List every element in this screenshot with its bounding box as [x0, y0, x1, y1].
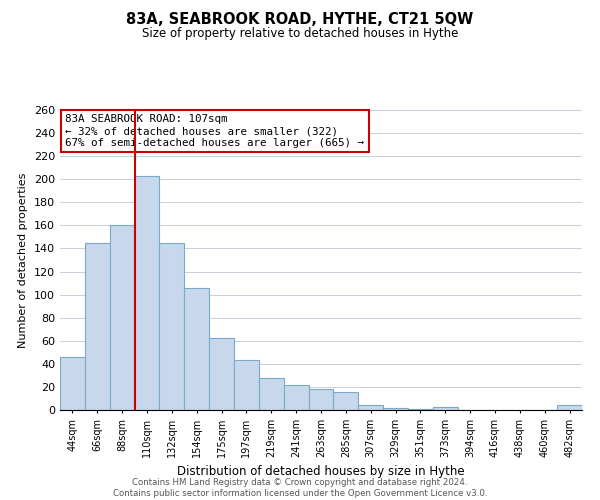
- Bar: [259, 378, 284, 410]
- Bar: [160, 242, 184, 410]
- Text: Contains HM Land Registry data © Crown copyright and database right 2024.
Contai: Contains HM Land Registry data © Crown c…: [113, 478, 487, 498]
- Bar: [209, 338, 234, 410]
- Bar: [408, 409, 433, 410]
- Bar: [85, 242, 110, 410]
- Text: 83A, SEABROOK ROAD, HYTHE, CT21 5QW: 83A, SEABROOK ROAD, HYTHE, CT21 5QW: [127, 12, 473, 28]
- Bar: [358, 406, 383, 410]
- Text: Size of property relative to detached houses in Hythe: Size of property relative to detached ho…: [142, 28, 458, 40]
- Bar: [134, 176, 160, 410]
- X-axis label: Distribution of detached houses by size in Hythe: Distribution of detached houses by size …: [177, 466, 465, 478]
- Bar: [110, 226, 134, 410]
- Bar: [234, 360, 259, 410]
- Bar: [557, 406, 582, 410]
- Y-axis label: Number of detached properties: Number of detached properties: [19, 172, 28, 348]
- Bar: [184, 288, 209, 410]
- Bar: [308, 389, 334, 410]
- Bar: [334, 392, 358, 410]
- Bar: [433, 406, 458, 410]
- Text: 83A SEABROOK ROAD: 107sqm
← 32% of detached houses are smaller (322)
67% of semi: 83A SEABROOK ROAD: 107sqm ← 32% of detac…: [65, 114, 364, 148]
- Bar: [60, 357, 85, 410]
- Bar: [383, 408, 408, 410]
- Bar: [284, 384, 308, 410]
